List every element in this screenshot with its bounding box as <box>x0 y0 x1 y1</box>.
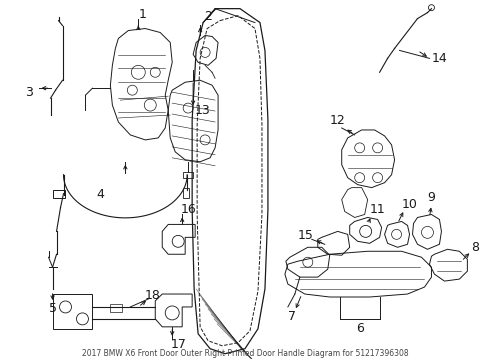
Text: 15: 15 <box>297 229 313 242</box>
Text: 5: 5 <box>48 302 57 315</box>
Bar <box>183 188 189 198</box>
Bar <box>52 190 64 198</box>
Bar <box>183 172 193 178</box>
Text: 1: 1 <box>138 8 146 21</box>
Text: 3: 3 <box>24 86 33 99</box>
Text: 8: 8 <box>470 241 478 254</box>
Text: 13: 13 <box>194 104 209 117</box>
Text: 4: 4 <box>96 188 104 201</box>
Text: 18: 18 <box>144 288 160 302</box>
Text: 2: 2 <box>204 10 212 23</box>
Text: 6: 6 <box>355 322 363 335</box>
Text: 2017 BMW X6 Front Door Outer Right Primed Door Handle Diagram for 51217396308: 2017 BMW X6 Front Door Outer Right Prime… <box>81 349 407 358</box>
Bar <box>110 304 122 312</box>
Text: 7: 7 <box>287 310 295 323</box>
Text: 16: 16 <box>180 203 196 216</box>
Text: 12: 12 <box>329 113 345 126</box>
Text: 9: 9 <box>427 191 434 204</box>
Text: 11: 11 <box>369 203 385 216</box>
Text: 17: 17 <box>170 338 186 351</box>
Text: 14: 14 <box>431 52 447 65</box>
Text: 10: 10 <box>401 198 417 211</box>
Bar <box>52 294 92 329</box>
